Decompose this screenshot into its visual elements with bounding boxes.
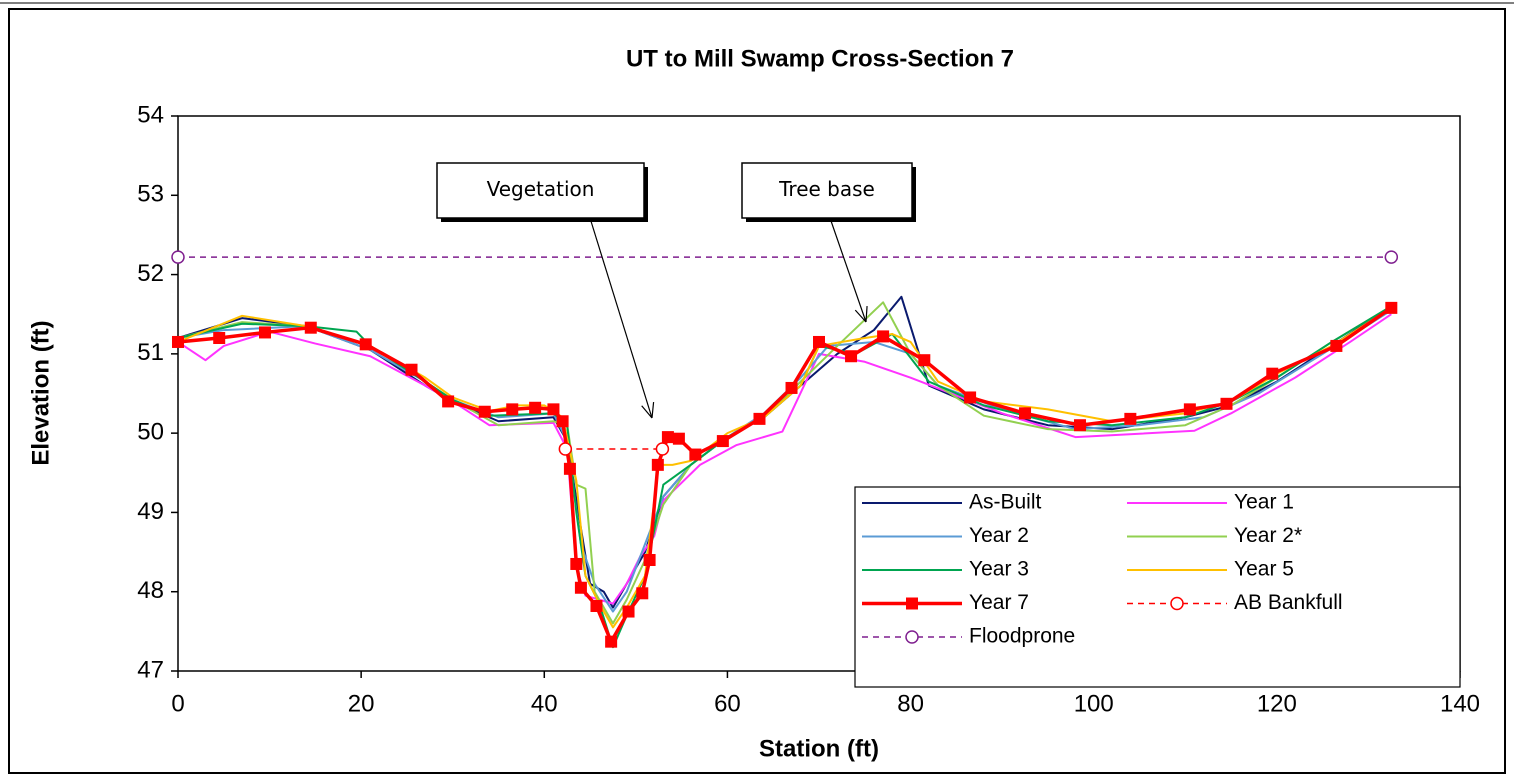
arrow-head	[865, 305, 868, 323]
data-point	[1384, 250, 1399, 264]
data-point	[558, 442, 573, 456]
data-point	[1266, 367, 1279, 380]
annotation-box	[436, 162, 645, 219]
legend-label: Year 1	[1234, 491, 1294, 514]
annotation-text: Tree base	[778, 177, 875, 201]
legend-label: As-Built	[969, 491, 1042, 514]
data-point	[622, 605, 635, 618]
legend-marker	[1170, 596, 1184, 611]
data-point	[590, 599, 603, 612]
x-axis-label: Station (ft)	[759, 735, 879, 762]
data-point	[405, 363, 418, 376]
y-tick-label: 49	[137, 498, 164, 525]
y-tick-label: 54	[137, 101, 164, 128]
data-point	[556, 415, 569, 428]
series-line	[177, 306, 1393, 644]
data-point	[213, 332, 226, 344]
x-tick-label: 100	[1074, 690, 1114, 717]
annotation: Tree base	[741, 162, 916, 323]
data-point	[1073, 419, 1086, 432]
data-point	[172, 335, 184, 348]
data-point	[689, 448, 702, 461]
y-tick-label: 52	[137, 260, 164, 287]
data-point	[661, 431, 674, 444]
legend-label: Year 7	[969, 591, 1029, 614]
data-point	[570, 557, 583, 570]
x-tick-label: 40	[531, 690, 558, 717]
y-tick-label: 51	[137, 339, 164, 366]
legend-label: Year 3	[969, 558, 1029, 581]
data-point	[636, 587, 649, 600]
x-tick-label: 80	[897, 690, 924, 717]
data-point	[813, 335, 825, 348]
y-axis-label: Elevation (ft)	[27, 320, 54, 465]
annotation-arrow	[589, 217, 653, 419]
data-point	[547, 403, 560, 416]
data-point	[478, 405, 491, 418]
legend-label: AB Bankfull	[1234, 591, 1343, 614]
x-tick-label: 20	[348, 690, 375, 717]
x-tick-label: 140	[1440, 690, 1480, 717]
data-point	[304, 321, 317, 334]
legend-marker	[905, 630, 919, 644]
series-line	[177, 313, 1392, 605]
data-point	[716, 435, 729, 448]
legend-box	[854, 486, 1461, 688]
series-line	[177, 307, 1392, 629]
x-tick-label: 60	[714, 690, 741, 717]
legend-marker	[906, 597, 918, 610]
data-point	[529, 401, 542, 414]
data-point	[171, 250, 185, 264]
data-point	[574, 581, 587, 594]
data-point	[1330, 339, 1343, 352]
data-point	[1220, 397, 1233, 410]
y-tick-label: 53	[137, 181, 164, 208]
arrow-head	[854, 309, 867, 323]
data-point	[785, 381, 798, 394]
data-point	[753, 412, 766, 425]
arrow-head	[651, 402, 655, 419]
data-point	[1385, 301, 1398, 314]
annotation-text: Vegetation	[487, 177, 595, 201]
chart-frame	[8, 8, 1506, 774]
data-point	[1124, 412, 1137, 425]
data-point	[442, 395, 455, 408]
data-point	[1183, 403, 1196, 416]
data-point	[845, 350, 858, 363]
data-point	[359, 338, 372, 351]
legend: As-Built Year 1 Year 2 Year 2* Year 3 Year 5 Y…	[854, 486, 1461, 688]
x-tick-label: 120	[1257, 690, 1297, 717]
y-tick-label: 47	[137, 656, 164, 683]
legend-label: Year 2	[969, 524, 1029, 547]
y-tick-label: 50	[137, 418, 164, 445]
arrow-head	[641, 405, 653, 419]
y-tick-label: 48	[137, 577, 164, 604]
data-point	[672, 432, 685, 445]
x-tick-label: 0	[171, 690, 184, 717]
data-point	[877, 330, 890, 343]
data-point	[605, 635, 618, 648]
annotation-box	[741, 162, 913, 219]
data-point	[563, 462, 576, 475]
data-point	[918, 354, 931, 367]
legend-label: Year 2*	[1234, 524, 1302, 547]
chart-title: UT to Mill Swamp Cross-Section 7	[626, 45, 1014, 72]
annotation: Vegetation	[436, 162, 655, 419]
data-point	[964, 391, 977, 404]
data-point	[651, 458, 664, 471]
data-point	[506, 403, 519, 416]
data-point	[1019, 407, 1032, 420]
annotation-arrow	[829, 217, 867, 323]
data-point	[258, 326, 271, 339]
data-point	[643, 554, 656, 566]
legend-label: Floodprone	[969, 625, 1075, 648]
data-point	[655, 442, 670, 456]
legend-label: Year 5	[1234, 558, 1294, 581]
